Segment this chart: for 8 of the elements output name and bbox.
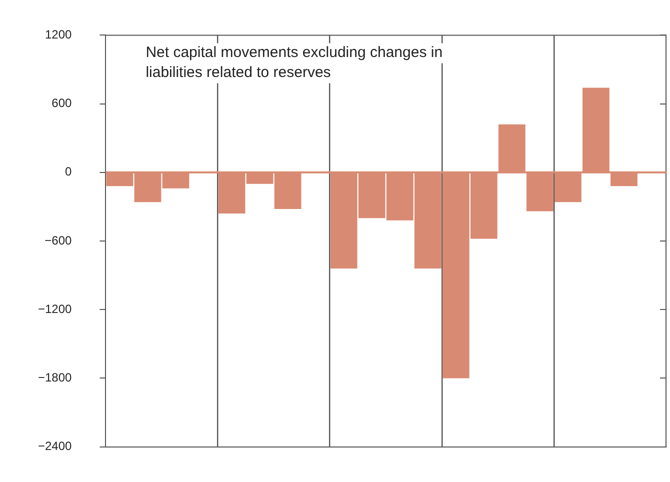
y-tick-label: 1200 xyxy=(45,28,72,42)
y-tick-label: −2400 xyxy=(38,439,72,454)
y-tick-label: −1200 xyxy=(38,302,72,316)
y-tick-label: −1800 xyxy=(38,370,72,385)
y-tick-label: 600 xyxy=(52,96,72,110)
text: Net capital movements excluding changes in liabilities related to reserves xyxy=(146,44,443,81)
y-tick-label: −600 xyxy=(44,233,72,248)
y-tick-label: 0 xyxy=(65,164,72,179)
